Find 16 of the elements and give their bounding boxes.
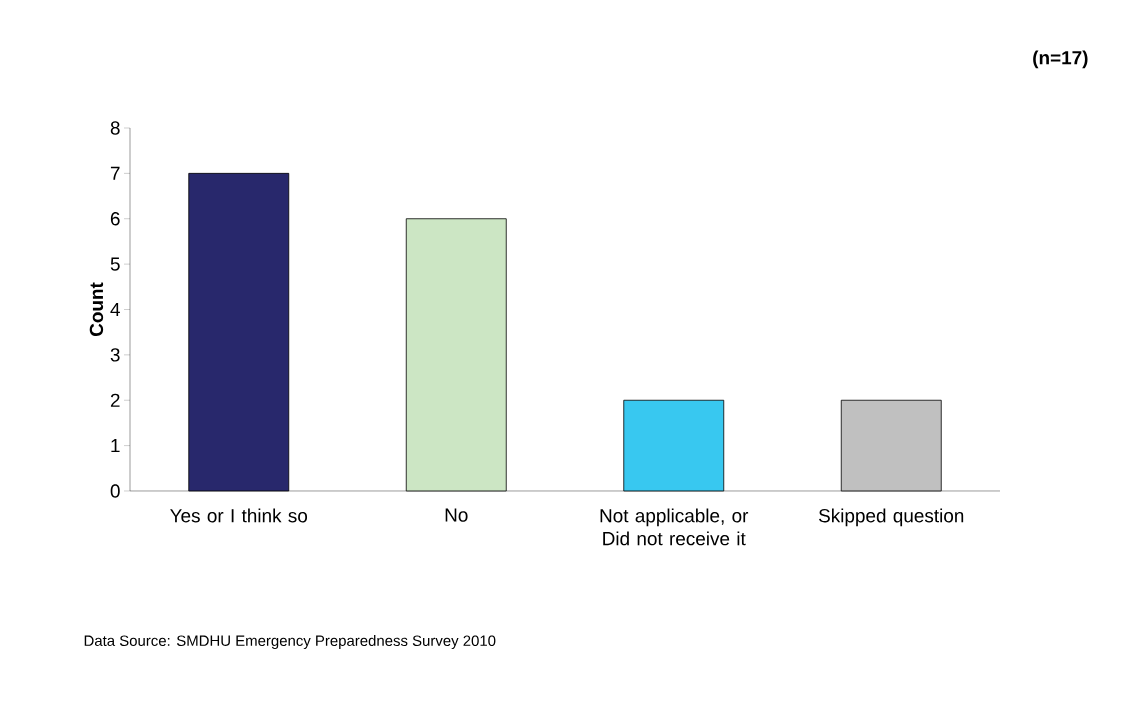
x-tick-label: Yes or I think so	[170, 508, 308, 523]
y-tick-label: 4	[110, 302, 120, 316]
y-tick-label: 8	[110, 121, 120, 135]
text: (n=17)	[1033, 50, 1088, 69]
y-tick-label: 6	[110, 212, 120, 226]
y-axis-title: Count	[89, 282, 104, 337]
y-tick-label: 5	[110, 257, 120, 271]
x-tick-label: Skipped question	[818, 508, 964, 527]
y-tick-label: 0	[110, 484, 120, 498]
y-tick-label: 3	[110, 348, 120, 362]
y-tick-label: 7	[110, 166, 120, 180]
y-tick-label: 1	[111, 439, 120, 453]
y-tick-label: 2	[110, 393, 120, 407]
source-note: Data Source: SMDHU Emergency Preparedness Survey 2010	[84, 635, 496, 649]
x-tick-label: No	[445, 508, 468, 522]
x-tick-label: Not applicable, or Did not receive it	[600, 508, 749, 546]
